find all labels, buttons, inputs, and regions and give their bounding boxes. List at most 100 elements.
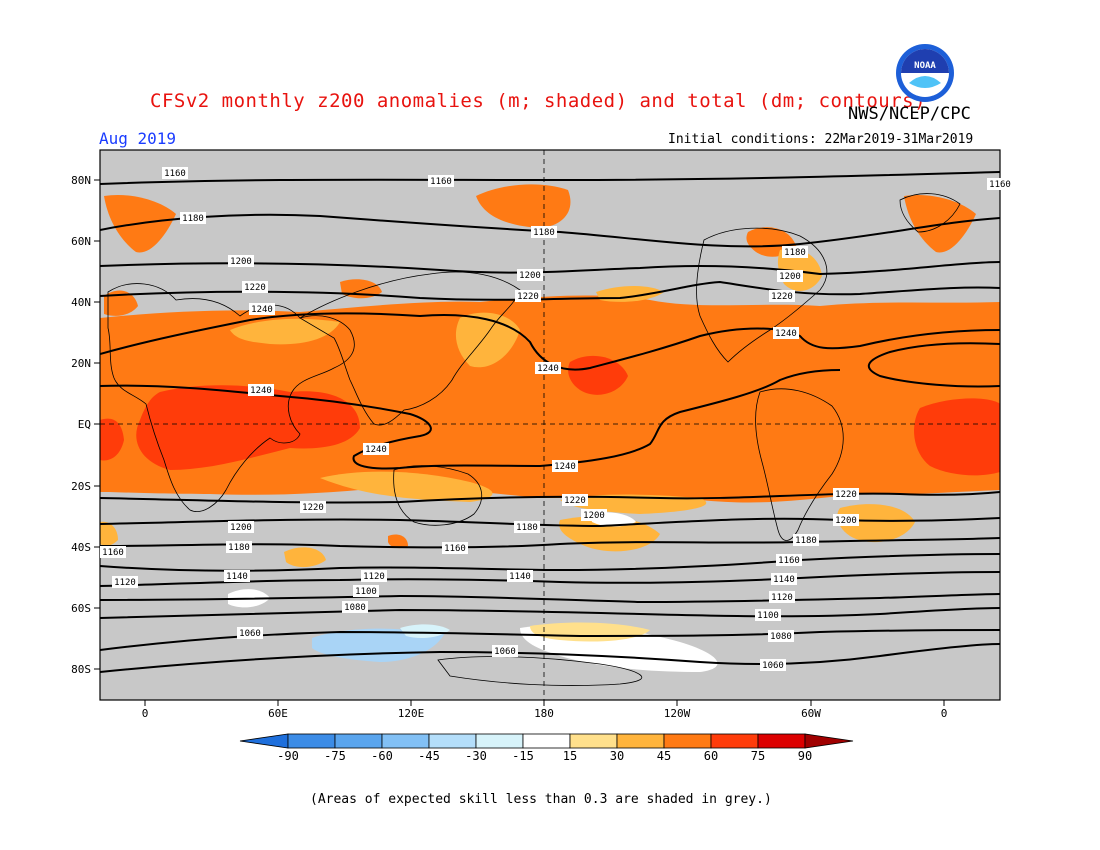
colorbar-swatch (428, 733, 477, 749)
svg-text:1220: 1220 (771, 292, 793, 302)
contour-label: 1200 (833, 514, 859, 526)
colorbar-tick-label: -75 (324, 749, 346, 763)
contour-label: 1160 (987, 178, 1013, 190)
contour-label: 1120 (112, 576, 138, 588)
colorbar-swatch (710, 733, 759, 749)
contour-label: 1240 (248, 384, 274, 396)
colorbar-tick-label: -90 (277, 749, 299, 763)
contour-label: 1220 (769, 290, 795, 302)
colorbar-tick-label: 30 (610, 749, 624, 763)
organization-label: NWS/NCEP/CPC (848, 104, 971, 124)
anomaly-region-60-75 (136, 385, 360, 470)
svg-text:1200: 1200 (230, 523, 252, 533)
lon-tick-label: 120W (664, 707, 691, 720)
svg-text:1180: 1180 (516, 523, 538, 533)
svg-text:1080: 1080 (344, 603, 366, 613)
colorbar-swatch (522, 733, 571, 749)
contour-label: 1120 (361, 570, 387, 582)
svg-text:1180: 1180 (533, 228, 555, 238)
contours (100, 171, 1000, 673)
contour-label: 1200 (517, 269, 543, 281)
colorbar-swatch (381, 733, 430, 749)
lon-tick-label: 60W (801, 707, 821, 720)
anomaly-region-60-75-c (914, 398, 1000, 476)
contour-label: 1240 (535, 362, 561, 374)
colorbar-swatch (475, 733, 524, 749)
svg-text:1180: 1180 (784, 248, 806, 258)
svg-text:1100: 1100 (757, 611, 779, 621)
valid-month-label: Aug 2019 (99, 129, 177, 148)
svg-text:1160: 1160 (989, 180, 1011, 190)
svg-text:1240: 1240 (251, 305, 273, 315)
colorbar-swatch (663, 733, 712, 749)
anomaly-region-aus-south (388, 534, 408, 549)
svg-text:1060: 1060 (494, 647, 516, 657)
contour-label: 1240 (249, 303, 275, 315)
lat-tick-label: 20S (71, 480, 91, 493)
contour-label: 1220 (515, 290, 541, 302)
colorbar-swatch (757, 733, 806, 749)
map-frame (99, 149, 1001, 701)
contour-label: 1120 (769, 591, 795, 603)
lon-tick-label: 0 (142, 707, 149, 720)
contour-label: 1180 (793, 534, 819, 546)
anomaly-region-southwest-atlantic (100, 521, 118, 546)
contour-label: 1180 (226, 541, 252, 553)
contour-label: 1160 (428, 175, 454, 187)
chart-title: CFSv2 monthly z200 anomalies (m; shaded)… (150, 90, 927, 112)
contour-label: 1200 (228, 521, 254, 533)
svg-text:1200: 1200 (230, 257, 252, 267)
colorbar-tick-label: 75 (751, 749, 765, 763)
svg-text:1160: 1160 (164, 169, 186, 179)
svg-text:1220: 1220 (564, 496, 586, 506)
svg-text:1060: 1060 (239, 629, 261, 639)
noaa-logo: NOAA (896, 44, 954, 102)
contour-label: 1220 (300, 501, 326, 513)
contour-label: 1060 (492, 645, 518, 657)
contour-label: 1140 (771, 573, 797, 585)
contour-label: 1080 (768, 630, 794, 642)
lat-tick-label: 80N (71, 174, 91, 187)
svg-text:1240: 1240 (537, 364, 559, 374)
svg-text:1240: 1240 (554, 462, 576, 472)
colorbar-tick-label: 15 (563, 749, 577, 763)
lon-tick-label: 120E (398, 707, 425, 720)
svg-text:1220: 1220 (835, 490, 857, 500)
svg-text:1140: 1140 (773, 575, 795, 585)
footer-note: (Areas of expected skill less than 0.3 a… (310, 792, 772, 807)
contour-label: 1160 (162, 167, 188, 179)
contour-label: 1180 (531, 226, 557, 238)
lat-tick-label: 60N (71, 235, 91, 248)
colorbar-tick-label: 90 (798, 749, 812, 763)
svg-text:1240: 1240 (365, 445, 387, 455)
contour-label: 1160 (442, 542, 468, 554)
contour-label: 1240 (773, 327, 799, 339)
svg-text:1200: 1200 (583, 511, 605, 521)
anomaly-region-indian-south (284, 547, 326, 568)
contour-label: 1140 (224, 570, 250, 582)
anomaly-region-45-60 (100, 295, 1000, 503)
anomaly-region-europe (104, 290, 138, 316)
anomaly-region-north-pacific (476, 184, 571, 228)
lon-tick-label: 180 (534, 707, 554, 720)
contour-label: 1100 (755, 609, 781, 621)
contour-label: 1160 (100, 546, 126, 558)
contour-label: 1060 (760, 659, 786, 671)
colorbar-swatch (334, 733, 383, 749)
anomaly-region-north-atlantic-2 (904, 194, 976, 253)
colorbar-swatch (287, 733, 336, 749)
anomaly-region-60-75-d (100, 418, 124, 461)
contour-label: 1080 (342, 601, 368, 613)
svg-text:1220: 1220 (517, 292, 539, 302)
contour-label: 1220 (833, 488, 859, 500)
svg-text:1160: 1160 (430, 177, 452, 187)
colorbar-tick-label: -15 (512, 749, 534, 763)
svg-text:1160: 1160 (778, 556, 800, 566)
svg-text:1120: 1120 (771, 593, 793, 603)
contour-label: 1180 (514, 521, 540, 533)
anomaly-region-60-75-b (568, 355, 628, 395)
svg-text:1220: 1220 (302, 503, 324, 513)
svg-text:1120: 1120 (363, 572, 385, 582)
